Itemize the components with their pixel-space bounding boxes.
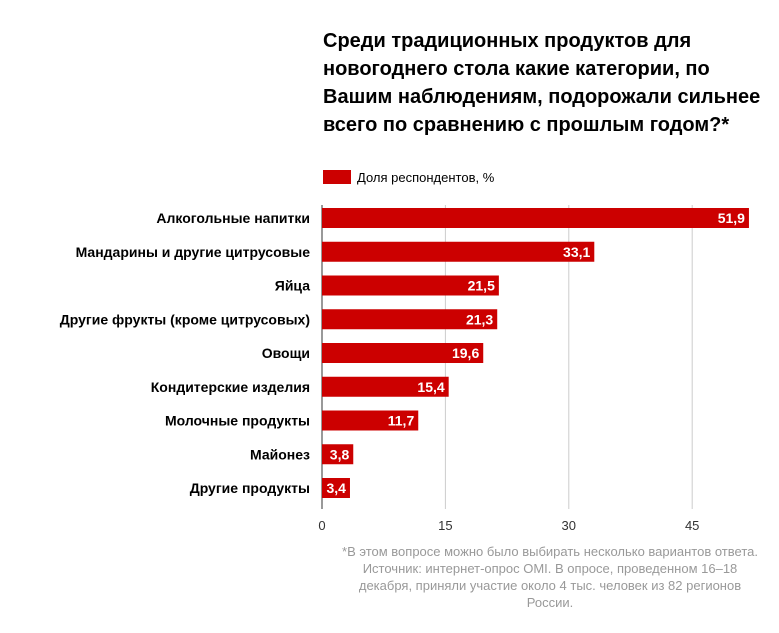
bar-value-label: 3,8 [330, 446, 350, 462]
bar [322, 343, 484, 363]
category-label: Овощи [262, 345, 310, 361]
bar [322, 410, 419, 431]
category-label: Молочные продукты [165, 413, 310, 429]
bar [322, 376, 449, 397]
legend-label: Доля респондентов, % [357, 169, 495, 185]
x-tick-label: 0 [318, 518, 325, 533]
bar [322, 444, 354, 465]
category-label: Майонез [250, 446, 310, 462]
chart-title: Среди традиционных продуктов для новогод… [323, 30, 761, 136]
x-tick-label: 15 [438, 518, 452, 533]
bar [322, 478, 350, 498]
bar-value-label: 21,5 [468, 278, 495, 294]
bar-value-label: 3,4 [327, 480, 347, 496]
x-tick-label: 30 [562, 518, 576, 533]
bar [322, 309, 498, 330]
category-label: Кондитерские изделия [151, 379, 310, 395]
category-label: Алкогольные напитки [156, 210, 310, 226]
bar-value-label: 33,1 [563, 244, 590, 260]
category-label: Яйца [275, 278, 310, 294]
footnote: *В этом вопросе можно было выбирать неск… [342, 544, 758, 610]
bar-value-label: 15,4 [417, 379, 444, 395]
bar-value-label: 51,9 [718, 210, 745, 226]
bar [322, 208, 749, 228]
x-tick-label: 45 [685, 518, 699, 533]
bar-value-label: 11,7 [388, 413, 415, 429]
category-label: Мандарины и другие цитрусовые [76, 244, 311, 260]
category-label: Другие фрукты (кроме цитрусовых) [60, 311, 310, 327]
bar-value-label: 21,3 [466, 311, 493, 327]
bar [322, 275, 499, 296]
legend-swatch [323, 170, 351, 184]
bar-value-label: 19,6 [452, 345, 479, 361]
category-label: Другие продукты [190, 480, 310, 496]
bar [322, 241, 595, 262]
legend: Доля респондентов, % [323, 168, 494, 186]
